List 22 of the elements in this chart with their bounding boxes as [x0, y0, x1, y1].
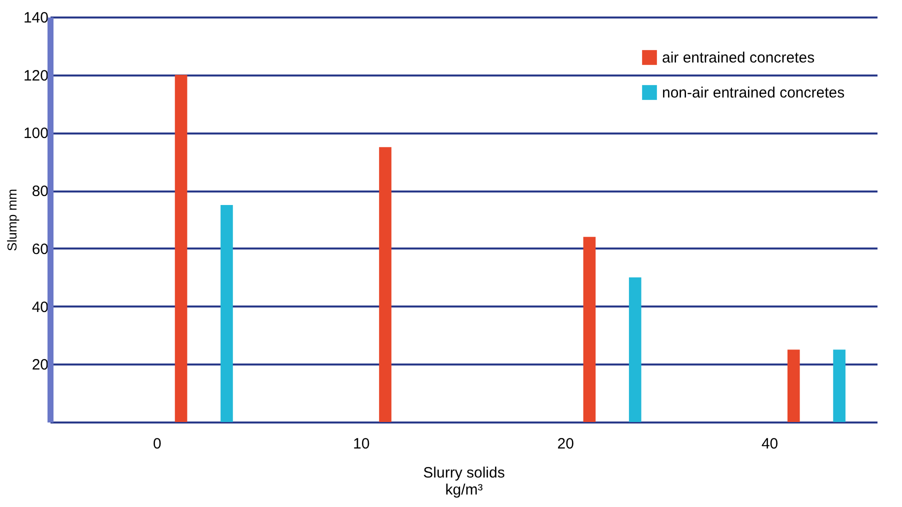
x-tick-label: 10 [353, 436, 370, 452]
bar [379, 147, 392, 422]
y-tick-label: 120 [23, 67, 48, 84]
x-axis-title: Slurry solids kg/m³ [423, 464, 505, 498]
y-tick-label: 140 [23, 10, 48, 26]
bar [628, 277, 642, 422]
y-tick-label: 60 [32, 240, 48, 258]
y-tick-label: 20 [32, 356, 48, 374]
y-tick-label: 80 [32, 183, 48, 200]
bar [787, 350, 800, 422]
bar [583, 236, 596, 422]
y-axis-title: Slump mm [4, 188, 20, 252]
bar [174, 74, 188, 422]
x-tick-label: 0 [153, 436, 162, 452]
legend-label: non-air entrained concretes [662, 84, 845, 102]
bar [833, 350, 846, 422]
legend-label: air entrained concretes [662, 50, 815, 66]
bar [220, 205, 233, 422]
x-tick-label: 20 [557, 436, 574, 452]
x-tick-label: 40 [761, 436, 778, 452]
y-tick-label: 100 [23, 125, 48, 142]
y-tick-label: 40 [32, 298, 48, 316]
